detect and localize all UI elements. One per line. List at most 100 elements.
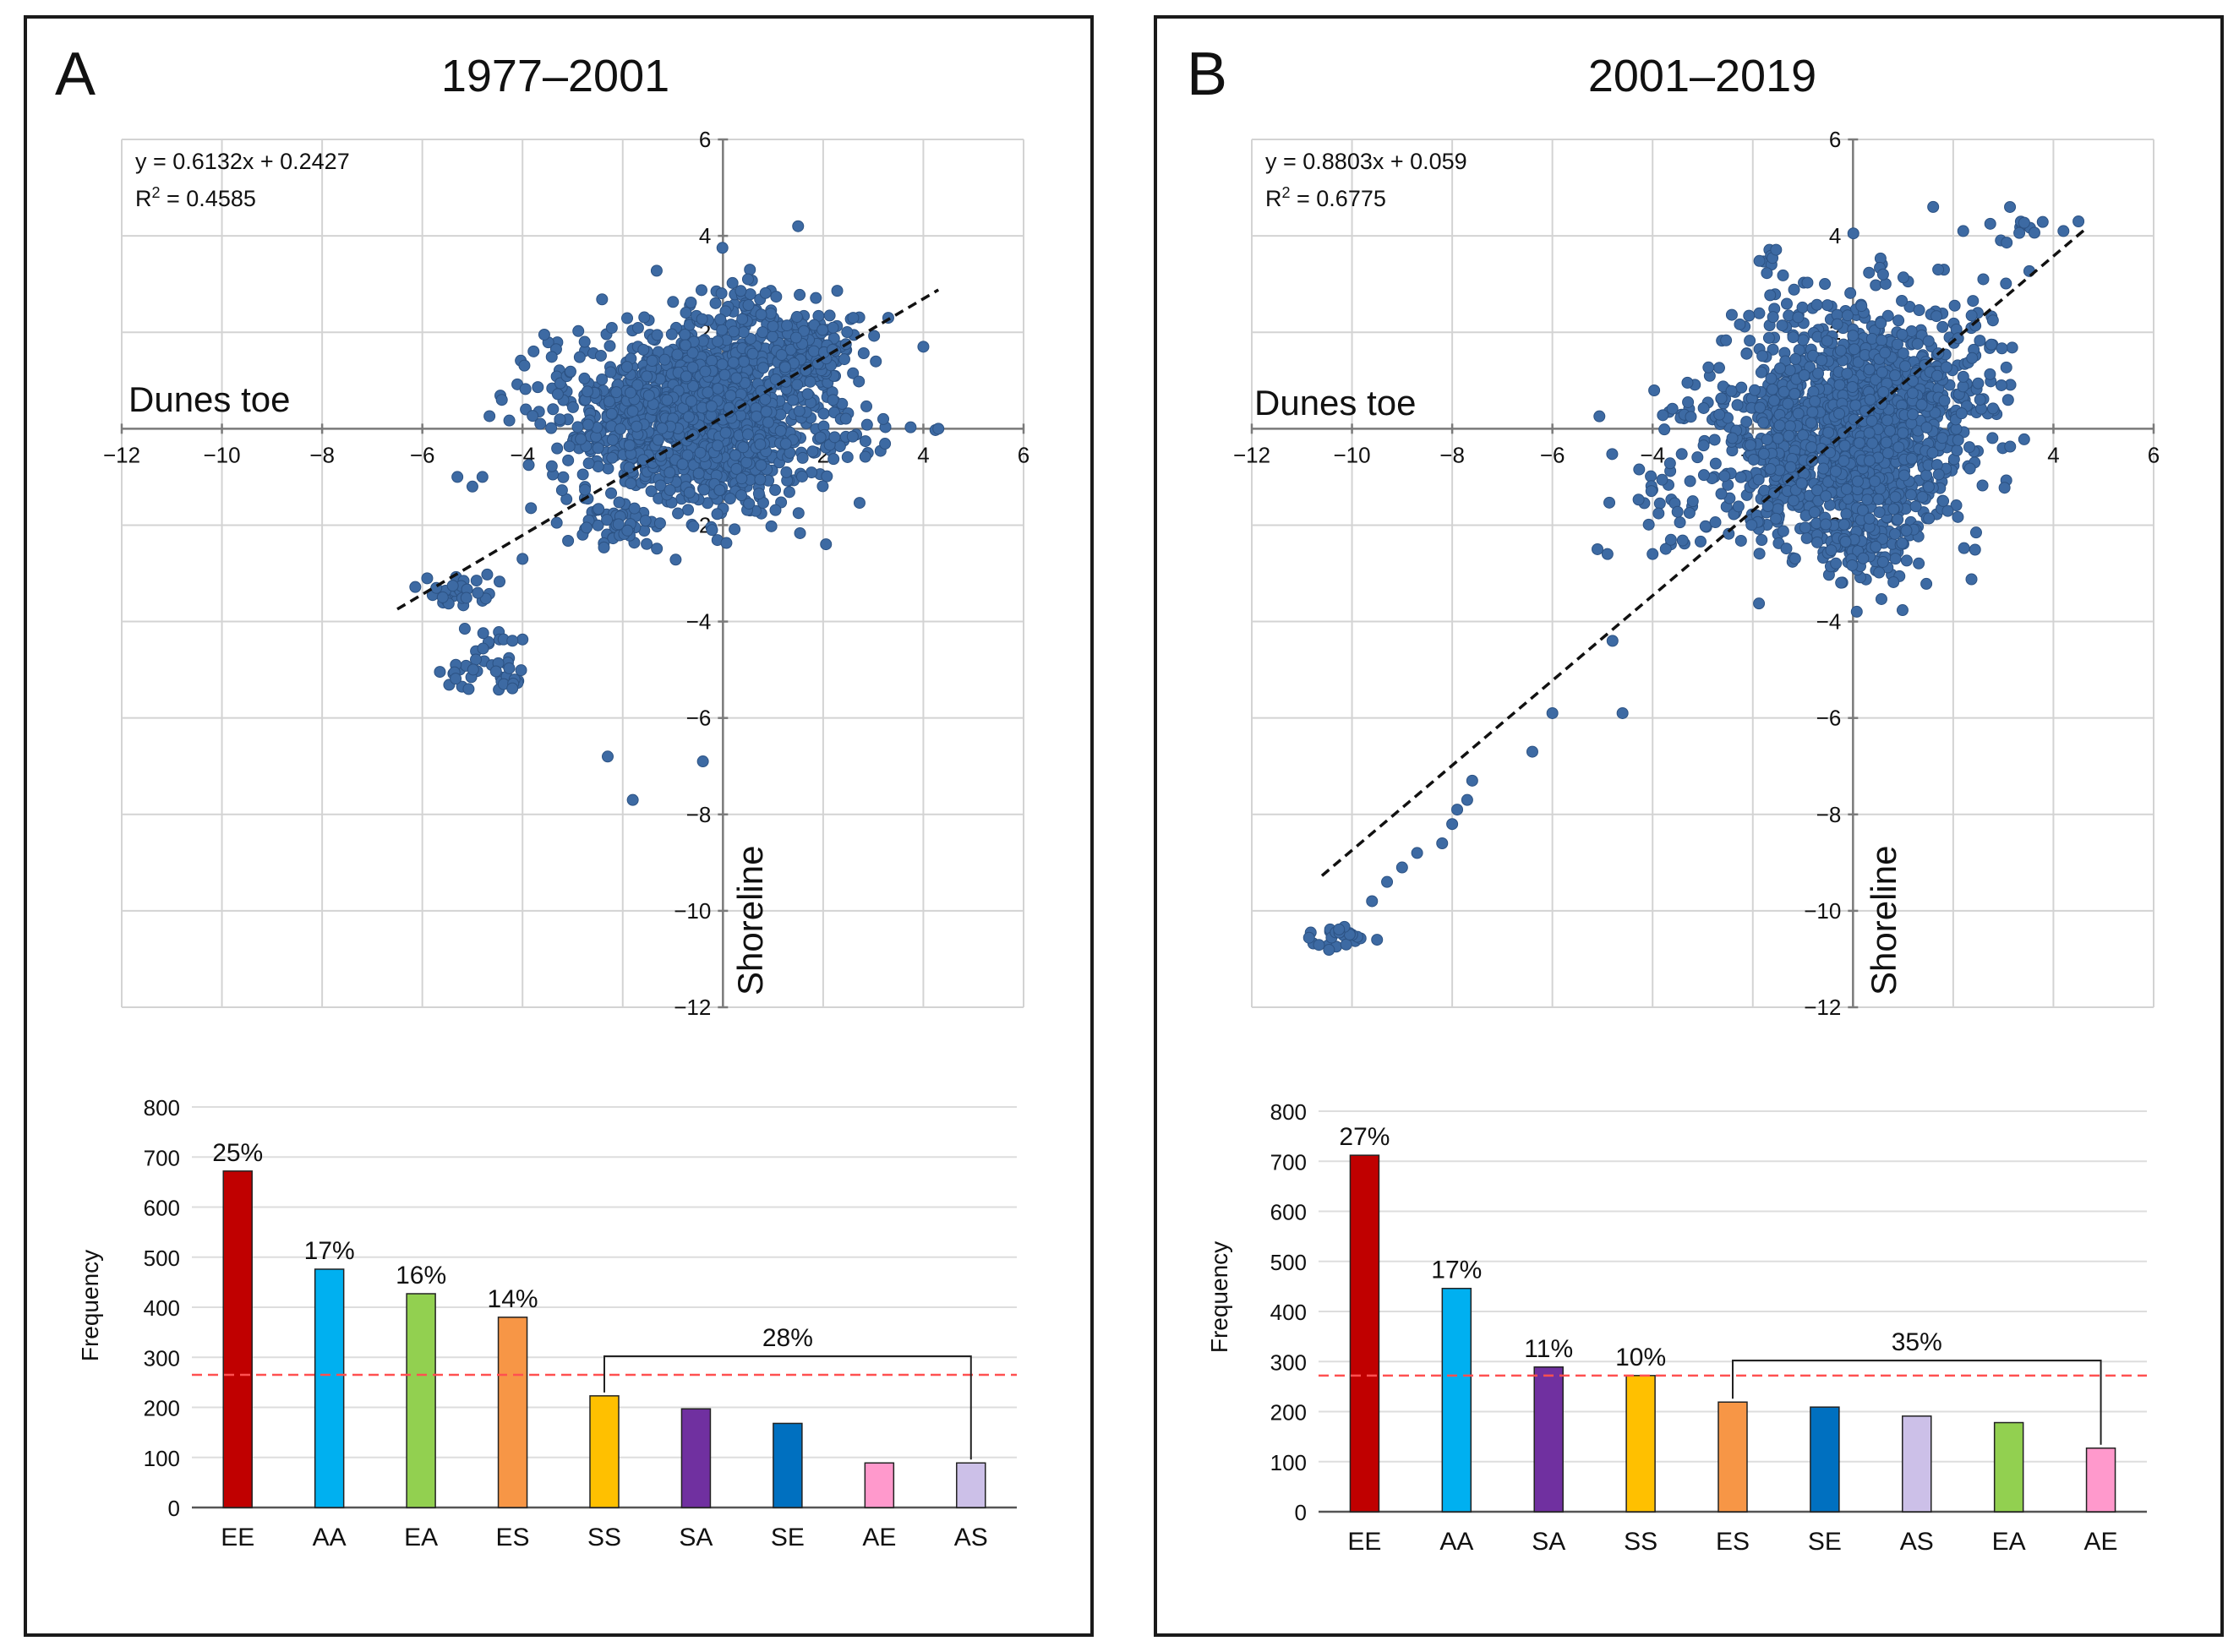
category-label: SS bbox=[1624, 1528, 1657, 1556]
data-point bbox=[1446, 818, 1459, 831]
data-point bbox=[1333, 923, 1346, 935]
data-point bbox=[1323, 944, 1335, 957]
data-point bbox=[503, 414, 516, 427]
data-point bbox=[1833, 379, 1846, 391]
data-point bbox=[1984, 368, 1996, 380]
data-point bbox=[779, 438, 792, 450]
data-point bbox=[789, 331, 802, 344]
data-point bbox=[1930, 369, 1943, 382]
data-point bbox=[1841, 368, 1854, 380]
scatter-b-points bbox=[1302, 200, 2085, 957]
data-point bbox=[1782, 397, 1794, 410]
data-point bbox=[1907, 374, 1920, 387]
data-point bbox=[679, 328, 691, 341]
data-point bbox=[741, 273, 754, 286]
scatter-a-grid bbox=[121, 139, 1024, 1008]
data-point bbox=[580, 521, 593, 534]
data-point bbox=[859, 450, 871, 463]
data-point bbox=[1930, 459, 1943, 472]
data-point bbox=[735, 489, 748, 502]
data-point bbox=[612, 518, 625, 531]
data-point bbox=[602, 462, 614, 475]
percent-label: 10% bbox=[1615, 1344, 1666, 1371]
x-tick-label: 4 bbox=[917, 442, 929, 467]
data-point bbox=[1645, 470, 1657, 483]
data-point bbox=[1754, 401, 1767, 414]
data-point bbox=[1851, 475, 1864, 488]
data-point bbox=[1880, 436, 1892, 449]
data-point bbox=[651, 542, 664, 555]
percent-label: 17% bbox=[304, 1237, 355, 1265]
data-point bbox=[860, 400, 873, 412]
data-point bbox=[828, 431, 841, 444]
data-point bbox=[754, 438, 767, 450]
data-point bbox=[582, 418, 594, 431]
bar-b-y-ticks: 0 100 200 300 400 500 600 700 800 bbox=[1270, 1099, 1307, 1525]
data-point bbox=[1879, 346, 1892, 359]
data-point bbox=[1986, 314, 1999, 327]
data-point bbox=[736, 313, 749, 325]
data-point bbox=[1725, 384, 1738, 397]
category-label: SE bbox=[1808, 1528, 1842, 1556]
data-point bbox=[1776, 319, 1788, 332]
data-point bbox=[697, 483, 710, 496]
scatter-b-grid bbox=[1251, 139, 2154, 1008]
data-point bbox=[551, 442, 564, 455]
data-point bbox=[1777, 269, 1789, 281]
data-point bbox=[685, 395, 697, 407]
data-point bbox=[2072, 215, 2085, 227]
bar-ss bbox=[1625, 1375, 1656, 1513]
data-point bbox=[1645, 485, 1657, 498]
y-tick-label: 700 bbox=[144, 1145, 180, 1170]
data-point bbox=[1606, 448, 1619, 461]
data-point bbox=[601, 750, 614, 763]
x-tick-label: −10 bbox=[1334, 442, 1371, 467]
data-point bbox=[679, 339, 691, 352]
data-point bbox=[1756, 534, 1768, 547]
bar-ea bbox=[406, 1293, 436, 1508]
data-point bbox=[1773, 362, 1786, 374]
data-point bbox=[1838, 518, 1850, 531]
data-point bbox=[687, 520, 700, 532]
data-point bbox=[1930, 310, 1943, 323]
data-point bbox=[696, 755, 709, 768]
data-point bbox=[1395, 861, 1408, 874]
data-point bbox=[1911, 337, 1924, 350]
bar-ee bbox=[222, 1170, 253, 1508]
data-point bbox=[594, 349, 607, 362]
data-point bbox=[1671, 505, 1684, 518]
data-point bbox=[787, 394, 800, 406]
data-point bbox=[1849, 399, 1862, 412]
data-point bbox=[1798, 369, 1810, 382]
data-point bbox=[1876, 555, 1889, 568]
bar-sa bbox=[680, 1408, 712, 1508]
data-point bbox=[1969, 543, 1981, 556]
data-point bbox=[730, 372, 743, 384]
data-point bbox=[816, 480, 829, 493]
data-point bbox=[1685, 411, 1697, 423]
scatter-a-points bbox=[409, 220, 945, 806]
data-point bbox=[481, 568, 494, 581]
data-point bbox=[1674, 516, 1686, 529]
data-point bbox=[450, 673, 462, 685]
data-point bbox=[1929, 406, 1941, 419]
data-point bbox=[1963, 441, 1975, 454]
data-point bbox=[489, 665, 502, 678]
y-tick-label: 600 bbox=[1270, 1200, 1307, 1225]
data-point bbox=[1872, 493, 1885, 505]
data-point bbox=[791, 379, 804, 391]
data-point bbox=[1848, 343, 1860, 356]
data-point bbox=[695, 284, 707, 297]
data-point bbox=[853, 497, 866, 510]
data-point bbox=[1870, 279, 1882, 292]
data-point bbox=[705, 400, 718, 412]
data-point bbox=[904, 421, 917, 433]
data-point bbox=[1881, 309, 1894, 322]
category-label: EE bbox=[221, 1524, 254, 1551]
data-point bbox=[651, 329, 664, 341]
data-point bbox=[563, 440, 576, 453]
data-point bbox=[1870, 540, 1882, 553]
data-point bbox=[1873, 566, 1886, 579]
data-point bbox=[1767, 343, 1779, 356]
